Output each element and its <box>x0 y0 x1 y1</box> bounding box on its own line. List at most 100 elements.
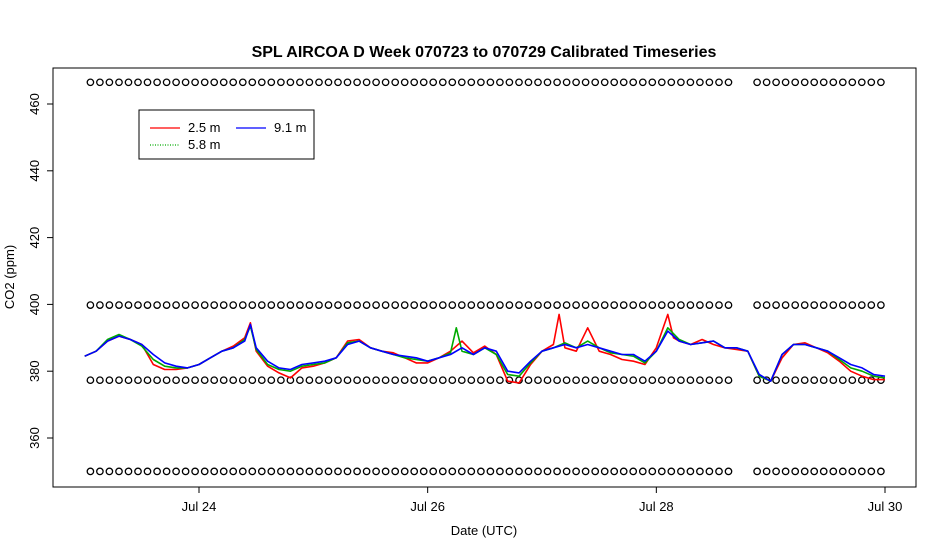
reference-marker <box>791 467 800 476</box>
reference-marker <box>496 301 504 309</box>
reference-marker <box>200 301 209 309</box>
reference-marker <box>857 78 866 87</box>
reference-marker <box>686 467 695 476</box>
reference-marker <box>686 376 695 385</box>
reference-marker <box>753 467 761 476</box>
reference-marker <box>877 301 885 309</box>
reference-marker <box>791 301 800 309</box>
reference-marker <box>619 376 628 385</box>
reference-marker <box>296 301 304 309</box>
reference-marker <box>524 376 533 385</box>
reference-marker <box>438 78 447 87</box>
reference-marker <box>781 376 790 385</box>
reference-marker <box>229 301 238 309</box>
reference-marker <box>124 301 133 309</box>
reference-marker <box>486 301 495 309</box>
reference-marker <box>96 467 104 476</box>
reference-marker <box>277 376 285 385</box>
reference-marker <box>667 301 676 309</box>
reference-marker <box>219 78 228 87</box>
reference-marker <box>857 301 866 309</box>
reference-marker <box>191 467 199 476</box>
reference-marker <box>819 78 828 87</box>
reference-marker <box>257 301 266 309</box>
reference-marker <box>96 78 104 87</box>
reference-marker <box>534 301 542 309</box>
reference-marker <box>267 78 276 87</box>
y-tick-label: 400 <box>27 294 42 316</box>
reference-marker <box>705 78 714 87</box>
reference-marker <box>829 301 838 309</box>
reference-marker <box>562 376 571 385</box>
reference-markers <box>86 78 885 476</box>
reference-marker <box>238 78 247 87</box>
reference-marker <box>657 78 666 87</box>
reference-marker <box>229 376 238 385</box>
reference-marker <box>429 376 438 385</box>
reference-marker <box>134 78 142 87</box>
reference-marker <box>200 467 209 476</box>
reference-marker <box>496 467 504 476</box>
reference-marker <box>286 78 295 87</box>
reference-marker <box>705 467 714 476</box>
reference-marker <box>105 376 114 385</box>
reference-marker <box>305 467 314 476</box>
reference-marker <box>296 376 304 385</box>
reference-marker <box>791 78 800 87</box>
reference-marker <box>134 301 142 309</box>
reference-marker <box>686 301 695 309</box>
reference-marker <box>343 467 352 476</box>
reference-marker <box>857 376 866 385</box>
reference-marker <box>867 467 876 476</box>
reference-marker <box>172 301 180 309</box>
reference-marker <box>324 376 333 385</box>
reference-marker <box>543 78 552 87</box>
reference-marker <box>543 467 552 476</box>
reference-marker <box>410 376 419 385</box>
reference-marker <box>115 301 123 309</box>
reference-marker <box>877 78 885 87</box>
reference-marker <box>705 301 714 309</box>
reference-marker <box>800 467 809 476</box>
reference-marker <box>648 78 657 87</box>
reference-marker <box>772 467 780 476</box>
reference-marker <box>762 467 771 476</box>
reference-marker <box>477 78 485 87</box>
reference-marker <box>715 78 723 87</box>
reference-marker <box>391 467 400 476</box>
reference-marker <box>267 376 276 385</box>
reference-marker <box>496 78 504 87</box>
chart-title: SPL AIRCOA D Week 070723 to 070729 Calib… <box>252 44 717 61</box>
reference-marker <box>610 376 619 385</box>
reference-marker <box>515 467 523 476</box>
reference-marker <box>819 301 828 309</box>
reference-marker <box>515 78 523 87</box>
reference-marker <box>838 376 847 385</box>
reference-marker <box>515 301 523 309</box>
reference-marker <box>410 467 419 476</box>
reference-marker <box>619 78 628 87</box>
reference-marker <box>162 78 171 87</box>
reference-marker <box>629 301 638 309</box>
reference-marker <box>467 376 476 385</box>
reference-marker <box>781 78 790 87</box>
reference-marker <box>305 78 314 87</box>
reference-marker <box>848 376 857 385</box>
reference-marker <box>324 78 333 87</box>
reference-marker <box>315 301 323 309</box>
reference-marker <box>419 301 428 309</box>
reference-marker <box>448 467 457 476</box>
reference-marker <box>629 78 638 87</box>
reference-marker <box>362 376 371 385</box>
y-tick-label: 380 <box>27 360 42 382</box>
reference-marker <box>581 467 590 476</box>
reference-marker <box>324 301 333 309</box>
reference-marker <box>362 78 371 87</box>
reference-marker <box>486 78 495 87</box>
y-tick-label: 360 <box>27 427 42 449</box>
reference-marker <box>524 467 533 476</box>
reference-marker <box>277 301 285 309</box>
reference-marker <box>534 78 542 87</box>
reference-marker <box>496 376 504 385</box>
reference-marker <box>857 467 866 476</box>
